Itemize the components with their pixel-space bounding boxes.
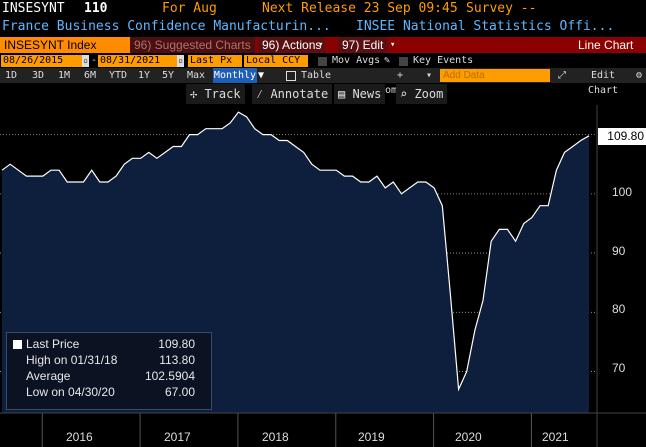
y-tick-label: 70 <box>612 361 626 375</box>
tab-ytd[interactable]: YTD <box>108 70 128 81</box>
news-label: News <box>352 87 382 101</box>
chevron-down-icon[interactable]: ▼ <box>257 70 265 81</box>
y-tick-label: 80 <box>612 302 626 316</box>
y-tick-label: 90 <box>612 244 626 258</box>
add-data-input[interactable]: Add Data <box>440 69 550 82</box>
tab-max[interactable]: Max <box>186 70 206 81</box>
legend-average: Average 102.5904 <box>13 369 203 384</box>
security-description: France Business Confidence Manufacturin.… <box>2 19 331 34</box>
suggested-charts-button[interactable]: 96) Suggested Charts <box>130 37 255 53</box>
annotate-label: Annotate <box>270 87 329 101</box>
security-header: INSESYNT 110 For Aug Next Release 23 Sep… <box>0 0 646 18</box>
for-period: For Aug <box>162 1 217 16</box>
description-row: France Business Confidence Manufacturin.… <box>0 18 646 36</box>
chart-type-title: Line Chart <box>578 38 634 52</box>
legend-value: 67.00 <box>164 385 195 399</box>
magnifier-icon: ⌕ <box>400 87 415 101</box>
end-date-field[interactable]: 08/31/2021 <box>98 55 178 67</box>
tab-table[interactable]: Table <box>300 70 332 81</box>
price-field-select[interactable]: Last Px <box>188 55 242 67</box>
actions-dropdown-icon[interactable]: ▾ <box>318 40 324 50</box>
mov-avgs-checkbox[interactable] <box>318 57 327 66</box>
legend-label: Low on 04/30/20 <box>26 385 115 399</box>
legend-value: 113.80 <box>159 353 195 367</box>
survey: Survey -- <box>466 1 537 16</box>
ticker-field[interactable]: INSESYNT Index <box>0 37 130 53</box>
price-line <box>1 111 590 392</box>
x-tick-label: 2016 <box>66 430 93 444</box>
gear-icon[interactable]: ⚙ <box>635 70 643 81</box>
pencil-icon[interactable]: ✎ <box>384 55 391 66</box>
legend-box[interactable]: Last Price 109.80 High on 01/31/18 113.8… <box>6 332 212 410</box>
edit-button[interactable]: 97) Edit <box>338 37 388 53</box>
currency-select[interactable]: Local CCY <box>244 55 308 67</box>
calendar-icon[interactable]: ▫ <box>82 55 89 67</box>
actions-button[interactable]: 96) Actions <box>258 37 326 53</box>
calendar-icon[interactable]: ▫ <box>177 55 184 67</box>
x-tick-label: 2021 <box>542 430 569 444</box>
x-tick-label: 2017 <box>164 430 191 444</box>
start-date-field[interactable]: 08/26/2015 <box>1 55 83 67</box>
ticker-symbol: INSESYNT <box>2 1 65 16</box>
track-label: Track <box>204 87 241 101</box>
table-icon[interactable] <box>286 71 296 81</box>
edit-dropdown-icon[interactable]: ▾ <box>390 40 396 50</box>
zoom-button[interactable]: ⌕ Zoom <box>396 84 448 104</box>
expand-icon[interactable]: ⤢ <box>558 70 566 81</box>
annotate-button[interactable]: ⁄ Annotate <box>252 84 333 104</box>
x-tick-label: 2018 <box>262 430 289 444</box>
frequency-select[interactable]: Monthly <box>213 68 257 83</box>
legend-label: High on 01/31/18 <box>26 353 118 367</box>
x-tick-label: 2020 <box>455 430 482 444</box>
legend-label: Average <box>26 369 71 383</box>
tab-5y[interactable]: 5Y <box>161 70 175 81</box>
current-value: 110 <box>84 1 108 16</box>
news-icon: ▤ <box>338 87 353 101</box>
last-price-marker: 109.80 <box>598 128 646 145</box>
edit-chart-button[interactable]: Edit Chart <box>587 70 619 96</box>
legend-last-price: Last Price 109.80 <box>13 337 203 352</box>
legend-high: High on 01/31/18 113.80 <box>13 353 203 368</box>
compare-button[interactable]: + Compare <box>379 70 421 96</box>
date-separator: - <box>91 55 98 66</box>
mov-avgs-label[interactable]: Mov Avgs <box>332 55 381 66</box>
tab-1d[interactable]: 1D <box>4 70 18 81</box>
legend-label: Last Price <box>26 337 80 351</box>
crosshair-icon: ✢ <box>190 87 205 101</box>
legend-value: 109.80 <box>158 337 195 351</box>
legend-value: 102.5904 <box>144 369 195 383</box>
tab-1m[interactable]: 1M <box>57 70 71 81</box>
key-events-checkbox[interactable] <box>399 57 408 66</box>
legend-low: Low on 04/30/20 67.00 <box>13 385 203 400</box>
x-tick-label: 2019 <box>358 430 385 444</box>
tab-1y[interactable]: 1Y <box>137 70 151 81</box>
next-release: Next Release 23 Sep 09:45 <box>262 1 458 16</box>
zoom-label: Zoom <box>414 87 444 101</box>
data-source: INSEE National Statistics Offi... <box>356 19 615 34</box>
tab-3d[interactable]: 3D <box>31 70 45 81</box>
key-events-label[interactable]: Key Events <box>413 55 474 66</box>
track-button[interactable]: ✢ Track <box>186 84 245 104</box>
add-data-placeholder: Add Data <box>443 70 485 81</box>
swatch-icon <box>13 340 22 349</box>
pencil-icon: ⁄ <box>256 87 271 101</box>
chevron-down-icon[interactable]: ▾ <box>425 70 433 81</box>
y-tick-label: 100 <box>612 185 633 199</box>
tab-6m[interactable]: 6M <box>83 70 97 81</box>
news-button[interactable]: ▤ News <box>334 84 386 104</box>
